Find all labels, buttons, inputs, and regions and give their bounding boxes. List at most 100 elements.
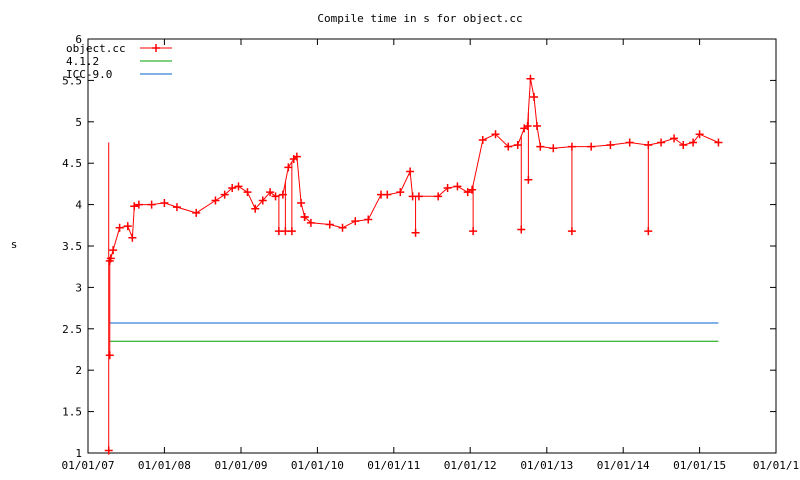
data-point: [284, 163, 293, 172]
x-tick-label: 01/01/14: [597, 459, 650, 472]
data-point: [679, 140, 688, 149]
data-point: [130, 202, 139, 211]
data-point: [364, 215, 373, 224]
data-point: [160, 198, 169, 207]
spike-point: [411, 228, 420, 237]
data-point: [526, 74, 535, 83]
plot-area: [87, 38, 777, 454]
data-point: [297, 198, 306, 207]
data-point: [147, 200, 156, 209]
y-tick-label: 4.5: [62, 157, 82, 170]
legend-label: object.cc: [66, 42, 126, 55]
data-point: [292, 152, 301, 161]
y-axis-label: s: [11, 238, 18, 251]
data-point: [396, 188, 405, 197]
data-point: [220, 190, 229, 199]
spike-point: [517, 225, 526, 234]
y-tick-label: 3.5: [62, 240, 82, 253]
legend-label: ICC-9.0: [66, 68, 112, 81]
data-point: [243, 188, 252, 197]
x-tick-label: 01/01/07: [62, 459, 115, 472]
y-tick-label: 5: [75, 116, 82, 129]
y-tick-label: 3: [75, 281, 82, 294]
legend-label: 4.1.2: [66, 55, 99, 68]
spike-point: [644, 227, 653, 236]
data-point: [468, 185, 477, 194]
data-point: [453, 182, 462, 191]
y-tick-label: 6: [75, 33, 82, 46]
data-point: [338, 223, 347, 232]
y-axis: 1 1.5 2 2.5 3 3.5 4 4.5 5 5.5 6: [62, 33, 776, 460]
data-point: [266, 188, 275, 197]
data-point: [504, 142, 513, 151]
spike-point: [105, 351, 114, 360]
x-tick-label: 01/01/13: [520, 459, 573, 472]
data-point: [192, 208, 201, 217]
data-point: [549, 144, 558, 153]
data-point: [491, 130, 500, 139]
data-point: [657, 138, 666, 147]
spike-point: [469, 227, 478, 236]
spike-point: [287, 227, 296, 236]
data-point: [228, 184, 237, 193]
data-point: [234, 182, 243, 191]
data-point: [414, 192, 423, 201]
data-point: [523, 121, 532, 130]
data-point: [406, 167, 415, 176]
y-tick-label: 5.5: [62, 74, 82, 87]
legend-marker: [152, 44, 160, 52]
data-point: [532, 121, 541, 130]
chart-title: Compile time in s for object.cc: [317, 12, 522, 25]
data-point: [172, 203, 181, 212]
x-tick-label: 01/01/09: [215, 459, 268, 472]
data-point: [536, 142, 545, 151]
data-point: [128, 233, 137, 242]
data-point: [106, 254, 115, 263]
data-point: [351, 217, 360, 226]
data-point: [325, 220, 334, 229]
x-tick-label: 01/01/10: [291, 459, 344, 472]
x-tick-label: 01/01/12: [444, 459, 497, 472]
spike-point: [524, 175, 533, 184]
x-tick-label: 01/01/1: [753, 459, 799, 472]
data-point: [606, 140, 615, 149]
data-point: [123, 222, 132, 231]
data-point: [695, 130, 704, 139]
series-layer: [104, 74, 723, 455]
data-point: [478, 136, 487, 145]
x-tick-label: 01/01/15: [673, 459, 726, 472]
x-tick-label: 01/01/11: [367, 459, 420, 472]
series-line-0: [109, 78, 719, 262]
plot-border: [87, 38, 777, 454]
x-tick-label: 01/01/08: [138, 459, 191, 472]
spike-point: [300, 213, 309, 222]
data-point: [714, 138, 723, 147]
data-point: [434, 192, 443, 201]
data-point: [513, 140, 522, 149]
data-point: [211, 196, 220, 205]
data-point: [109, 246, 118, 255]
spike-point: [567, 227, 576, 236]
spike-point: [104, 446, 113, 455]
data-point: [271, 192, 280, 201]
data-point: [115, 223, 124, 232]
data-point: [443, 184, 452, 193]
y-tick-label: 2: [75, 364, 82, 377]
y-tick-label: 1.5: [62, 406, 82, 419]
data-point: [463, 188, 472, 197]
data-point: [670, 134, 679, 143]
data-point: [625, 138, 634, 147]
data-point: [587, 142, 596, 151]
data-point: [306, 218, 315, 227]
y-tick-label: 2.5: [62, 323, 82, 336]
data-point: [689, 138, 698, 147]
data-point: [251, 204, 260, 213]
x-axis: 01/01/07 01/01/08 01/01/09 01/01/10 01/01/11…: [62, 39, 799, 472]
data-point: [258, 196, 267, 205]
y-tick-label: 1: [75, 447, 82, 460]
y-tick-label: 4: [75, 199, 82, 212]
data-point: [134, 200, 143, 209]
data-point: [530, 92, 539, 101]
